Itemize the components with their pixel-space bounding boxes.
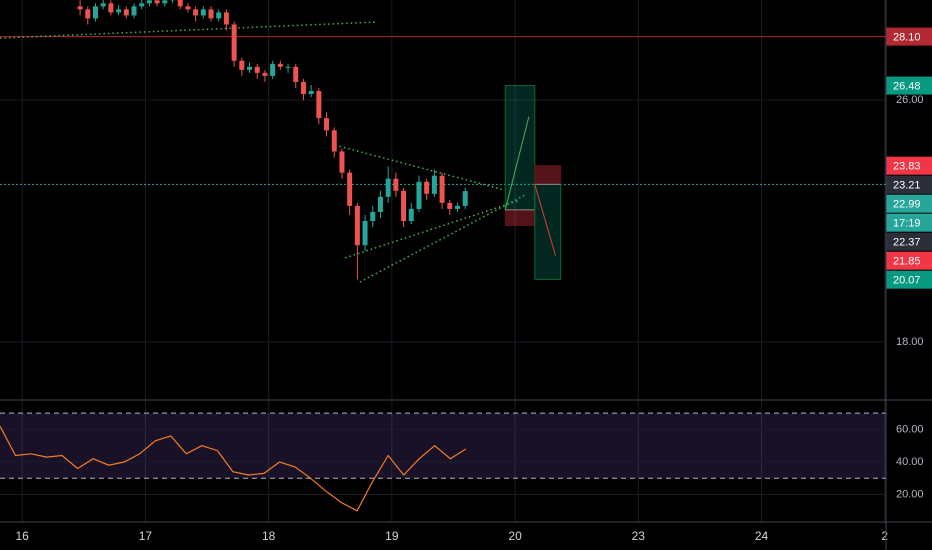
price-label-box — [886, 76, 932, 95]
candle-body — [339, 151, 345, 173]
candle-body — [262, 72, 268, 76]
candle-body — [439, 175, 445, 203]
y-tick-label: 26.00 — [896, 94, 924, 106]
candle-body — [247, 66, 253, 70]
price-label: 23.83 — [893, 161, 921, 173]
direction-arrow — [534, 184, 556, 256]
candle-body — [116, 9, 122, 13]
candle-body — [324, 118, 330, 131]
candle-body — [293, 66, 299, 82]
candle-body — [454, 205, 460, 209]
candle-body — [185, 6, 191, 10]
x-tick-label: 19 — [385, 529, 399, 543]
candle-body — [408, 208, 414, 222]
y-tick-label: 60.00 — [896, 423, 924, 435]
candle-body — [139, 3, 145, 7]
candle-body — [385, 178, 391, 197]
price-label-box — [886, 251, 932, 270]
candle-body — [370, 211, 376, 222]
x-tick-label: 20 — [508, 529, 522, 543]
candle-body — [131, 6, 137, 16]
candle-body — [393, 178, 399, 191]
price-label: 28.10 — [893, 31, 921, 43]
candle-body — [462, 191, 468, 206]
price-label-box — [886, 156, 932, 175]
candle-body — [308, 91, 314, 95]
price-label: 26.48 — [893, 80, 921, 92]
price-label-box — [886, 232, 932, 251]
rsi-line — [0, 425, 467, 512]
candle-body — [200, 9, 206, 16]
band-fill — [0, 413, 886, 479]
candle-body — [154, 0, 160, 4]
candle-body — [162, 0, 168, 4]
candle-body — [377, 196, 383, 212]
price-label: 22.37 — [893, 237, 921, 249]
candle-body — [300, 81, 306, 95]
y-tick-label: 18.00 — [896, 336, 924, 348]
candle-body — [277, 63, 283, 67]
candle-body — [93, 6, 99, 19]
candle-body — [401, 190, 407, 222]
candle-body — [331, 130, 337, 152]
candle-body — [270, 63, 276, 76]
price-label-box — [886, 194, 932, 213]
trend-line — [344, 199, 521, 259]
candle-body — [354, 205, 360, 246]
price-label: 20.07 — [893, 275, 921, 287]
candle-body — [100, 3, 106, 7]
price-label: 21.85 — [893, 256, 921, 268]
candle-body — [146, 0, 152, 4]
candle-body — [231, 24, 237, 61]
candle-body — [193, 9, 199, 16]
candle-body — [347, 172, 353, 206]
candle-body — [316, 91, 322, 119]
price-label-box — [886, 27, 932, 46]
candle-body — [254, 66, 260, 73]
candle-body — [431, 175, 437, 194]
candle-body — [239, 60, 245, 70]
candle-body — [362, 221, 368, 246]
candle-body — [85, 9, 91, 19]
price-label: 22.99 — [893, 199, 921, 211]
candle-body — [123, 9, 129, 16]
stop-zone — [534, 165, 562, 185]
candle-body — [77, 6, 83, 10]
x-tick-label: 2 — [881, 529, 888, 543]
x-tick-label: 16 — [16, 529, 30, 543]
candle-body — [447, 202, 453, 209]
candle-body — [424, 181, 430, 194]
y-tick-label: 20.00 — [896, 488, 924, 500]
price-label: 23.21 — [893, 180, 921, 192]
x-tick-label: 23 — [632, 529, 646, 543]
price-label-box — [886, 270, 932, 289]
x-tick-label: 17 — [139, 529, 153, 543]
x-tick-label: 18 — [262, 529, 276, 543]
countdown-box — [886, 213, 932, 232]
candle-body — [216, 12, 222, 19]
y-tick-label: 40.00 — [896, 456, 924, 468]
price-label-box — [886, 175, 932, 194]
x-tick-label: 24 — [755, 529, 769, 543]
candle-body — [285, 66, 291, 68]
candle-body — [223, 12, 229, 25]
candle-body — [416, 181, 422, 209]
candle-body — [208, 9, 214, 19]
countdown-label: 17:19 — [893, 218, 921, 230]
candle-body — [177, 0, 183, 7]
stop-zone — [504, 209, 536, 227]
direction-arrow — [504, 116, 530, 210]
candle-body — [108, 3, 114, 13]
